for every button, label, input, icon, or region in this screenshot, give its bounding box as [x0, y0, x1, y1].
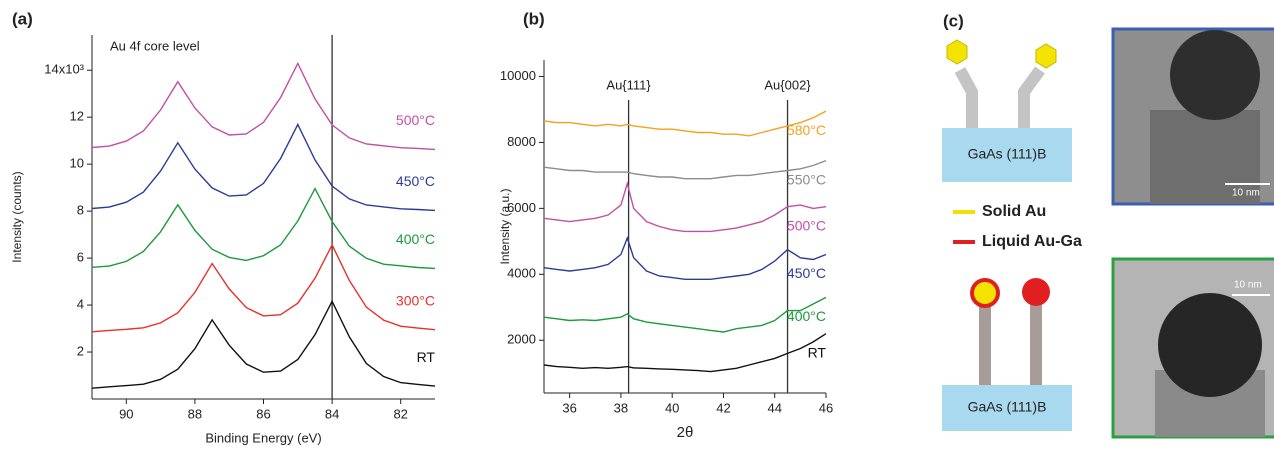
- series-line: [91, 299, 436, 389]
- series-label: 400°C: [396, 231, 435, 247]
- series-label: 580°C: [787, 122, 826, 138]
- legend-label: Solid Au: [982, 203, 1046, 220]
- y-tick-label: 6: [77, 250, 84, 265]
- series-line: [543, 333, 827, 373]
- y-tick-label: 8: [77, 203, 84, 218]
- reference-label: Au{111}: [606, 77, 651, 92]
- x-axis-label: 2θ: [677, 424, 694, 441]
- y-tick-label: 12: [70, 109, 84, 124]
- tem-wire: [1150, 110, 1260, 204]
- series-label: 500°C: [787, 217, 826, 233]
- tem-particle: [1170, 30, 1260, 120]
- x-tick-label: 88: [188, 406, 202, 421]
- panel-label: (b): [523, 9, 545, 28]
- x-tick-label: 82: [393, 406, 407, 421]
- y-tick-label: 8000: [507, 134, 536, 149]
- series-label: RT: [417, 349, 436, 365]
- panel-label: (a): [12, 9, 33, 28]
- scale-label: 10 nm: [1234, 280, 1262, 291]
- y-tick-label: 10: [70, 156, 84, 171]
- series-line: [91, 61, 436, 151]
- x-tick-label: 40: [665, 400, 679, 415]
- tem-particle: [1158, 293, 1262, 397]
- series-label: 450°C: [396, 173, 435, 189]
- series-label: 300°C: [396, 292, 435, 308]
- chart-title: Au 4f core level: [110, 38, 200, 53]
- x-tick-label: 42: [716, 400, 730, 415]
- nanowire: [954, 67, 978, 128]
- legend-label: Liquid Au-Ga: [982, 233, 1082, 250]
- schematic: [942, 27, 1274, 439]
- series-label: 400°C: [787, 308, 826, 324]
- series-line: [543, 110, 827, 137]
- reference-label: Au{002}: [764, 77, 811, 92]
- solid-au-particle: [946, 39, 968, 65]
- y-tick-label: 6000: [507, 200, 536, 215]
- nanowire: [1018, 66, 1045, 128]
- series-line: [543, 296, 827, 333]
- y-tick-label: 2000: [507, 332, 536, 347]
- series-label: 450°C: [787, 265, 826, 281]
- series-label: 500°C: [396, 112, 435, 128]
- substrate: [942, 128, 1072, 182]
- liquid-particle: [1022, 278, 1050, 306]
- x-tick-label: 90: [119, 406, 133, 421]
- solid-au-particle: [1035, 43, 1057, 69]
- series-line: [543, 235, 827, 280]
- series-line: [91, 122, 436, 212]
- series-line: [91, 187, 436, 270]
- y-tick-label: 4: [77, 297, 84, 312]
- mixed-particle: [970, 278, 1000, 308]
- x-tick-label: 86: [256, 406, 270, 421]
- substrate-label: GaAs (111)B: [968, 399, 1047, 415]
- x-tick-label: 84: [325, 406, 339, 421]
- substrate: [942, 385, 1072, 431]
- substrate-label: GaAs (111)B: [968, 146, 1047, 162]
- y-tick-label: 2: [77, 343, 84, 358]
- y-axis-label: Intensity (a.u.): [498, 188, 512, 264]
- x-tick-label: 38: [614, 400, 628, 415]
- nanowire: [1030, 300, 1042, 385]
- x-tick-label: 36: [562, 400, 576, 415]
- series-line: [543, 180, 827, 233]
- nanowire: [979, 300, 991, 385]
- x-tick-label: 44: [767, 400, 781, 415]
- series-label: RT: [808, 344, 827, 360]
- x-tick-label: 46: [819, 400, 833, 415]
- y-tick-label: 4000: [507, 266, 536, 281]
- scale-label: 10 nm: [1232, 188, 1260, 199]
- series-line: [543, 159, 827, 180]
- x-axis-label: Binding Energy (eV): [205, 430, 321, 445]
- y-tick-label: 14x10³: [44, 62, 84, 77]
- y-axis-label: Intensity (counts): [10, 171, 24, 262]
- y-tick-label: 10000: [500, 68, 536, 83]
- series-line: [91, 243, 436, 333]
- series-label: 550°C: [787, 171, 826, 187]
- panel-label: (c): [943, 11, 964, 30]
